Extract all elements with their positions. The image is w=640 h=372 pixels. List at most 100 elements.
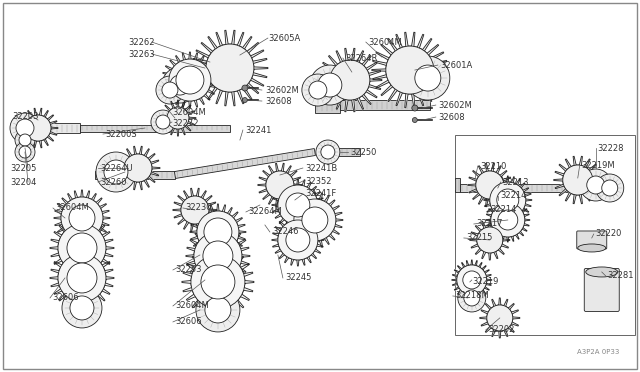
Circle shape bbox=[176, 66, 204, 94]
Circle shape bbox=[309, 81, 327, 99]
FancyBboxPatch shape bbox=[584, 269, 620, 311]
Polygon shape bbox=[315, 97, 340, 113]
Text: 32218M: 32218M bbox=[455, 291, 488, 301]
Text: 32219: 32219 bbox=[472, 278, 498, 286]
Polygon shape bbox=[287, 192, 343, 248]
Text: 32220: 32220 bbox=[596, 230, 622, 238]
Circle shape bbox=[204, 218, 232, 246]
Circle shape bbox=[286, 228, 310, 252]
Circle shape bbox=[463, 271, 481, 289]
Circle shape bbox=[457, 265, 487, 295]
Circle shape bbox=[104, 160, 128, 184]
Ellipse shape bbox=[578, 244, 605, 252]
Circle shape bbox=[10, 113, 40, 143]
Text: 32604M: 32604M bbox=[172, 108, 205, 116]
Text: 32214: 32214 bbox=[490, 205, 516, 215]
Polygon shape bbox=[186, 224, 250, 288]
Text: 32262: 32262 bbox=[129, 38, 155, 46]
Circle shape bbox=[580, 169, 612, 201]
Text: 32606: 32606 bbox=[175, 317, 202, 327]
Text: 32204: 32204 bbox=[10, 177, 36, 186]
Polygon shape bbox=[258, 163, 302, 207]
Circle shape bbox=[19, 146, 31, 158]
Text: 32253: 32253 bbox=[175, 266, 202, 275]
Circle shape bbox=[386, 46, 434, 94]
Text: 32606: 32606 bbox=[52, 294, 79, 302]
Circle shape bbox=[587, 176, 605, 194]
Circle shape bbox=[464, 290, 480, 306]
Circle shape bbox=[61, 197, 103, 239]
Circle shape bbox=[498, 210, 518, 230]
Polygon shape bbox=[116, 146, 160, 190]
Text: 32205: 32205 bbox=[10, 164, 36, 173]
Text: 32604M: 32604M bbox=[55, 203, 89, 212]
Text: 32264U: 32264U bbox=[100, 164, 132, 173]
Polygon shape bbox=[162, 52, 218, 108]
Circle shape bbox=[266, 171, 294, 199]
Circle shape bbox=[201, 265, 235, 299]
Text: 32264M: 32264M bbox=[248, 208, 282, 217]
Polygon shape bbox=[554, 156, 602, 204]
Circle shape bbox=[487, 305, 513, 331]
Circle shape bbox=[67, 263, 97, 293]
Text: 32202: 32202 bbox=[488, 326, 514, 334]
Circle shape bbox=[181, 196, 209, 224]
Text: 32246: 32246 bbox=[272, 228, 298, 237]
Text: 32608: 32608 bbox=[438, 112, 465, 122]
Circle shape bbox=[162, 82, 178, 98]
Circle shape bbox=[96, 152, 136, 192]
Circle shape bbox=[69, 205, 95, 231]
Text: 32602M: 32602M bbox=[265, 86, 299, 94]
Circle shape bbox=[194, 232, 242, 280]
Text: 32263: 32263 bbox=[128, 49, 155, 58]
Text: 32241: 32241 bbox=[245, 125, 271, 135]
Circle shape bbox=[412, 118, 417, 122]
Circle shape bbox=[294, 199, 336, 241]
Circle shape bbox=[167, 107, 189, 129]
Polygon shape bbox=[318, 48, 382, 112]
Text: 32241F: 32241F bbox=[305, 189, 336, 199]
Polygon shape bbox=[192, 30, 268, 106]
Text: 32250: 32250 bbox=[350, 148, 376, 157]
Circle shape bbox=[242, 85, 248, 91]
Circle shape bbox=[25, 115, 51, 141]
Polygon shape bbox=[468, 163, 512, 207]
Polygon shape bbox=[480, 298, 520, 338]
Text: 32241B: 32241B bbox=[305, 164, 337, 173]
Circle shape bbox=[58, 254, 106, 302]
Circle shape bbox=[596, 174, 624, 202]
Polygon shape bbox=[95, 171, 175, 179]
Text: 32215: 32215 bbox=[466, 234, 492, 243]
Polygon shape bbox=[54, 190, 110, 246]
Polygon shape bbox=[460, 184, 620, 192]
Text: 32602M: 32602M bbox=[438, 100, 472, 109]
Circle shape bbox=[206, 44, 254, 92]
Circle shape bbox=[316, 140, 340, 164]
Polygon shape bbox=[15, 123, 80, 133]
Polygon shape bbox=[160, 100, 196, 136]
Polygon shape bbox=[182, 246, 254, 318]
Circle shape bbox=[415, 65, 441, 91]
Polygon shape bbox=[455, 178, 460, 192]
Polygon shape bbox=[470, 220, 510, 260]
Circle shape bbox=[58, 224, 106, 272]
Circle shape bbox=[477, 227, 503, 253]
Circle shape bbox=[203, 241, 233, 271]
Circle shape bbox=[302, 74, 334, 106]
Circle shape bbox=[70, 296, 94, 320]
Text: 32605A: 32605A bbox=[268, 33, 300, 42]
Polygon shape bbox=[190, 204, 246, 260]
Circle shape bbox=[476, 171, 504, 199]
Polygon shape bbox=[372, 32, 448, 108]
Circle shape bbox=[19, 134, 31, 146]
Circle shape bbox=[197, 211, 239, 253]
Text: 32601A: 32601A bbox=[440, 61, 472, 70]
Text: 32210: 32210 bbox=[480, 161, 506, 170]
Circle shape bbox=[602, 180, 618, 196]
Text: 32272: 32272 bbox=[172, 119, 198, 128]
Polygon shape bbox=[18, 108, 58, 148]
Circle shape bbox=[497, 189, 519, 211]
Circle shape bbox=[169, 59, 211, 101]
Polygon shape bbox=[330, 148, 360, 156]
Text: 32200S: 32200S bbox=[105, 129, 136, 138]
